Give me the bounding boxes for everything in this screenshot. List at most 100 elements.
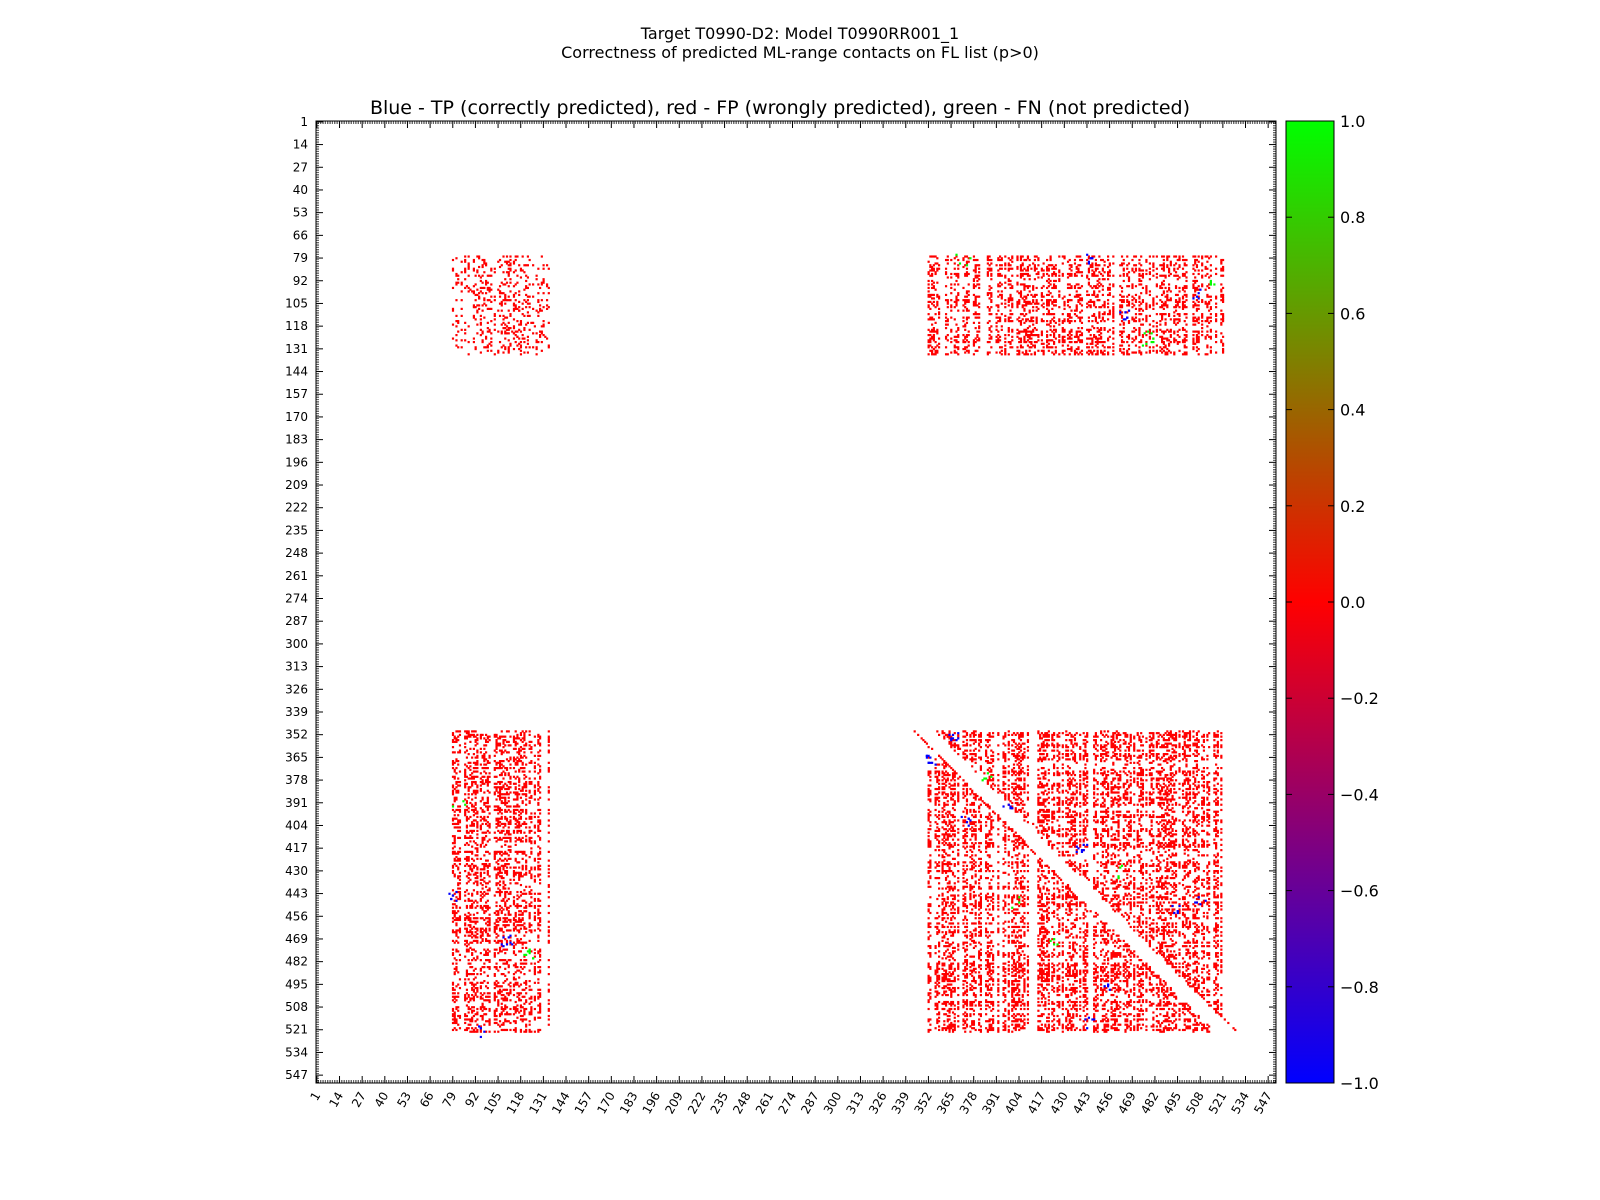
fp-cell	[1198, 261, 1200, 263]
fp-cell	[1156, 331, 1158, 333]
fp-cell	[945, 294, 947, 296]
fp-cell	[469, 873, 471, 875]
fp-cell	[455, 339, 457, 341]
fp-cell	[1097, 287, 1099, 289]
fp-cell	[978, 317, 980, 319]
fp-cell	[525, 795, 527, 797]
fp-cell	[471, 757, 473, 759]
fp-cell	[1215, 351, 1217, 353]
fp-cell	[520, 971, 522, 973]
fp-cell	[483, 872, 485, 874]
fp-cell	[931, 275, 933, 277]
fp-cell	[475, 907, 477, 909]
fp-cell	[938, 734, 940, 736]
fp-cell	[1192, 273, 1194, 275]
fp-cell	[476, 1008, 478, 1010]
fp-cell	[1004, 353, 1006, 355]
fp-cell	[452, 324, 454, 326]
fp-cell	[935, 273, 937, 275]
fp-cell	[473, 753, 475, 755]
fp-cell	[468, 1001, 470, 1003]
fp-cell	[1156, 351, 1158, 353]
fp-cell	[466, 1015, 468, 1017]
fp-cell	[473, 970, 475, 972]
fp-cell	[975, 327, 977, 329]
fp-cell	[522, 764, 524, 766]
fp-cell	[1194, 276, 1196, 278]
fp-cell	[508, 339, 510, 341]
fp-cell	[480, 772, 482, 774]
fp-cell	[1142, 336, 1144, 338]
fp-cell	[468, 844, 470, 846]
fp-cell	[978, 287, 980, 289]
fp-cell	[525, 963, 527, 965]
fp-cell	[457, 884, 459, 886]
fp-cell	[529, 259, 531, 261]
fp-cell	[536, 278, 538, 280]
fp-cell	[537, 936, 539, 938]
fp-cell	[1149, 255, 1151, 257]
fp-cell	[1210, 317, 1212, 319]
fp-cell	[513, 337, 515, 339]
fp-cell	[459, 959, 461, 961]
fp-cell	[1109, 275, 1111, 277]
fp-cell	[1222, 269, 1224, 271]
fp-cell	[499, 1015, 501, 1017]
fp-cell	[1011, 287, 1013, 289]
fp-cell	[534, 919, 536, 921]
fp-cell	[476, 764, 478, 766]
fp-cell	[509, 914, 511, 916]
fp-cell	[480, 846, 482, 848]
fp-cell	[509, 1022, 511, 1024]
fp-cell	[530, 963, 532, 965]
fp-cell	[1008, 734, 1010, 736]
fp-cell	[936, 282, 938, 284]
fp-cell	[548, 1018, 550, 1020]
fp-cell	[548, 322, 550, 324]
fp-cell	[1163, 308, 1165, 310]
fp-cell	[488, 929, 490, 931]
fp-cell	[487, 987, 489, 989]
fp-cell	[1192, 334, 1194, 336]
fp-cell	[1036, 341, 1038, 343]
fp-cell	[522, 1015, 524, 1017]
fp-cell	[1025, 304, 1027, 306]
fp-cell	[487, 322, 489, 324]
fp-cell	[473, 999, 475, 1001]
fp-cell	[464, 956, 466, 958]
fp-cell	[497, 1004, 499, 1006]
fp-cell	[1149, 294, 1151, 296]
fp-cell	[473, 814, 475, 816]
fp-cell	[459, 751, 461, 753]
fp-cell	[1135, 294, 1137, 296]
fp-cell	[525, 868, 527, 870]
fp-cell	[459, 907, 461, 909]
fp-cell	[1205, 289, 1207, 291]
fp-cell	[537, 875, 539, 877]
fp-cell	[457, 278, 459, 280]
fp-cell	[1095, 259, 1097, 261]
fp-cell	[520, 797, 522, 799]
fp-cell	[455, 907, 457, 909]
fp-cell	[1030, 346, 1032, 348]
fp-cell	[1178, 306, 1180, 308]
fp-cell	[1192, 730, 1194, 732]
fp-cell	[543, 264, 545, 266]
fp-cell	[1107, 318, 1109, 320]
fp-cell	[452, 793, 454, 795]
fp-cell	[495, 877, 497, 879]
fp-cell	[1001, 264, 1003, 266]
fp-cell	[482, 266, 484, 268]
fp-cell	[534, 812, 536, 814]
fp-cell	[537, 798, 539, 800]
fp-cell	[476, 770, 478, 772]
fp-cell	[1159, 324, 1161, 326]
fp-cell	[525, 928, 527, 930]
fp-cell	[1104, 320, 1106, 322]
fp-cell	[1161, 287, 1163, 289]
fp-cell	[1178, 336, 1180, 338]
fp-cell	[1004, 276, 1006, 278]
fp-cell	[1192, 264, 1194, 266]
fp-cell	[501, 730, 503, 732]
fp-cell	[520, 276, 522, 278]
